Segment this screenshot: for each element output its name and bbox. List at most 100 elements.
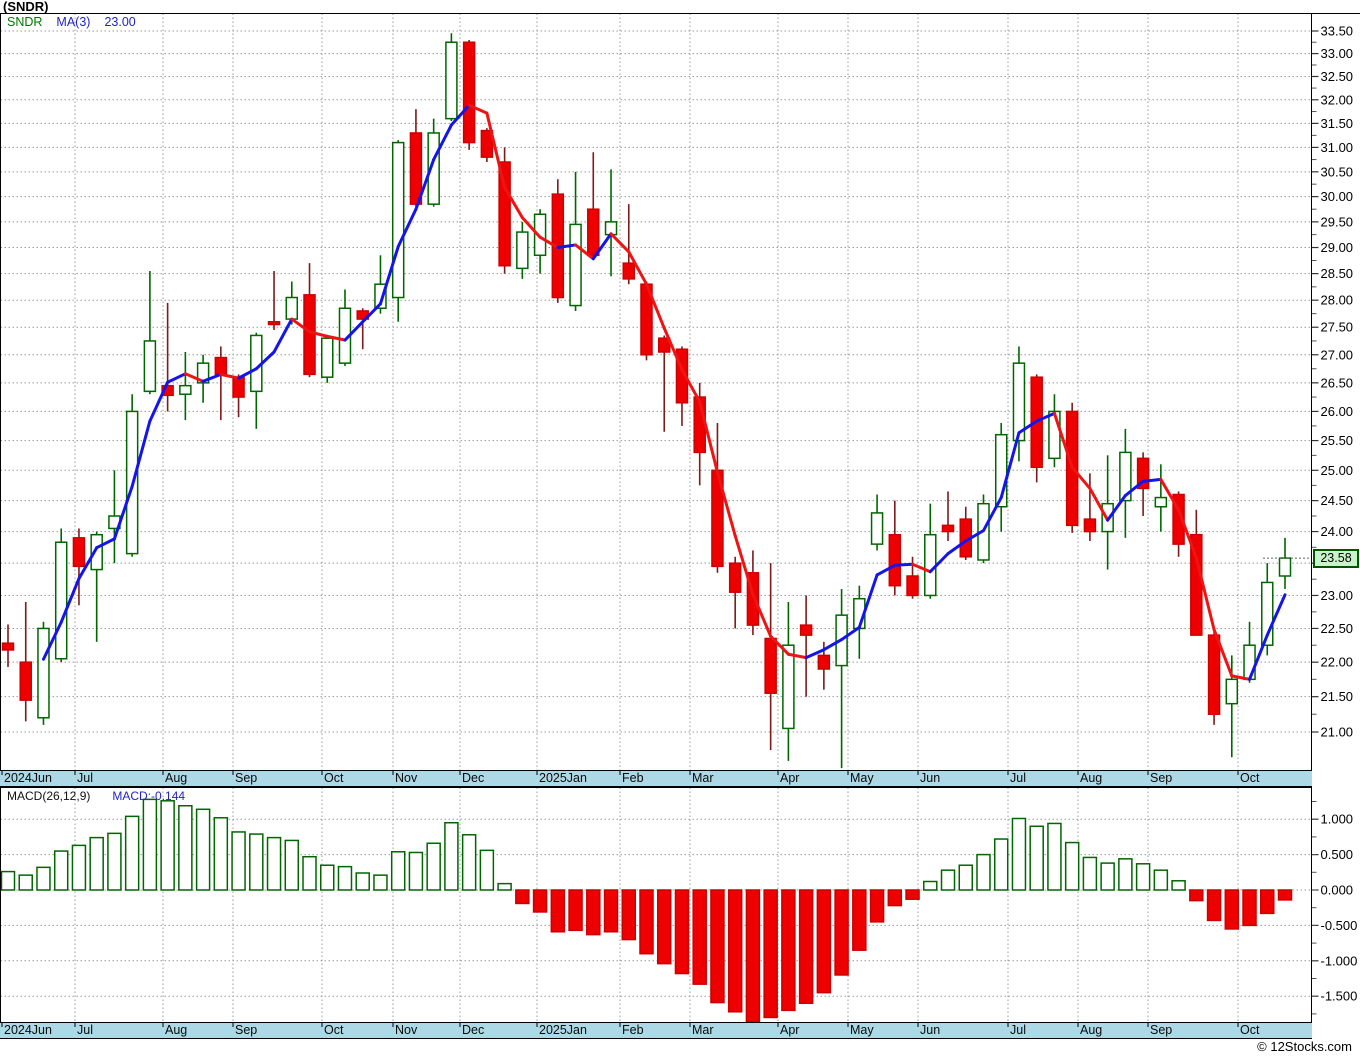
- candle-up: [143, 340, 157, 393]
- month-label: May: [850, 771, 874, 785]
- candle-down: [675, 348, 689, 404]
- ma-value: 23.00: [104, 15, 136, 29]
- ma3-line-segment: [840, 625, 861, 642]
- macd-bar-positive: [479, 849, 495, 891]
- ma3-line-segment: [981, 496, 1003, 533]
- candle-up: [1119, 451, 1132, 502]
- price-axis-label: 25.00: [1321, 463, 1354, 478]
- macd-bar-positive: [444, 821, 459, 891]
- macd-legend: MACD(26,12,9) MACD:-0.144: [7, 789, 185, 803]
- macd-bar-negative: [816, 889, 832, 994]
- macd-bar-positive: [958, 864, 973, 891]
- macd-bar-negative: [798, 889, 814, 1005]
- macd-bar-positive: [1029, 825, 1044, 891]
- macd-bar-positive: [1135, 863, 1151, 891]
- candle-down: [1207, 634, 1221, 715]
- macd-axis-label: -1.000: [1321, 953, 1358, 968]
- candle-up: [924, 533, 937, 597]
- macd-panel-border: [0, 787, 1312, 1023]
- macd-bar-positive: [1118, 858, 1133, 891]
- price-axis-label: 29.00: [1321, 240, 1354, 255]
- price-axis-label: 23.00: [1321, 588, 1354, 603]
- price-legend: SNDR MA(3) 23.00: [7, 15, 136, 29]
- candle-down: [587, 208, 600, 257]
- ma3-line-segment: [964, 529, 985, 543]
- macd-bar-positive: [107, 832, 122, 891]
- ma3-line-segment: [520, 216, 542, 239]
- month-label: Jul: [77, 771, 93, 785]
- ma3-line-segment: [112, 484, 134, 541]
- ma3-line-segment: [219, 372, 241, 380]
- macd-bar-positive: [0, 870, 16, 891]
- macd-bar-negative: [1260, 889, 1275, 915]
- candle-down: [1136, 457, 1150, 490]
- macd-bar-negative: [692, 889, 707, 985]
- candle-down: [480, 129, 494, 158]
- ma3-line-segment: [1177, 508, 1198, 560]
- ma3-line-segment: [928, 552, 950, 574]
- macd-axis-label: 0.500: [1321, 847, 1354, 862]
- candle-up: [37, 627, 50, 719]
- ma3-line-segment: [804, 648, 826, 660]
- candle-down: [303, 294, 316, 376]
- candle-down: [728, 562, 742, 593]
- month-label: May: [850, 1023, 874, 1037]
- candle-up: [54, 541, 68, 660]
- ma3-line-segment: [556, 243, 578, 250]
- ma3-line-segment: [857, 573, 879, 629]
- ma3-line-segment: [1248, 633, 1269, 681]
- candle-down: [72, 537, 86, 568]
- price-axis-label: 33.50: [1321, 24, 1354, 39]
- price-axis-label: 27.50: [1321, 320, 1354, 335]
- macd-bar-negative: [1189, 889, 1204, 902]
- ma3-line-segment: [645, 282, 666, 330]
- month-label: Jul: [1010, 771, 1026, 785]
- ma-label: MA(3): [56, 15, 91, 29]
- price-axis-label: 21.50: [1321, 689, 1354, 704]
- price-axis-label: 24.00: [1321, 524, 1354, 539]
- macd-bar-positive: [89, 836, 104, 891]
- month-label: Nov: [395, 1023, 418, 1037]
- ma3-line-segment: [1070, 465, 1092, 490]
- ma3-line-segment: [396, 207, 418, 249]
- ma3-line-segment: [680, 368, 702, 404]
- macd-axis-label: 0.000: [1321, 883, 1354, 898]
- macd-bar-positive: [497, 882, 512, 891]
- price-axis-label: 29.50: [1321, 214, 1354, 229]
- month-label: Jul: [77, 1023, 93, 1037]
- candle-up: [1012, 362, 1026, 442]
- ma3-line-segment: [733, 534, 755, 596]
- price-axis-label: 27.00: [1321, 347, 1354, 362]
- macd-bar-positive: [390, 851, 406, 891]
- ma3-line-segment: [290, 317, 312, 334]
- month-label: Jun: [920, 1023, 941, 1037]
- ma3-line-segment: [911, 562, 932, 574]
- macd-bar-positive: [231, 831, 246, 891]
- month-label: Oct: [1240, 1023, 1260, 1037]
- month-label: Jun: [920, 771, 941, 785]
- macd-bar-negative: [710, 889, 725, 1004]
- macd-bar-positive: [320, 864, 335, 891]
- macd-bar-negative: [1206, 889, 1222, 922]
- price-axis-label: 26.50: [1321, 375, 1354, 390]
- candle-down: [1172, 493, 1185, 545]
- ma3-line-segment: [503, 185, 524, 220]
- candle-up: [1243, 644, 1256, 681]
- month-label: Sep: [235, 1023, 258, 1037]
- macd-label: MACD(26,12,9): [7, 789, 91, 803]
- ma3-line-segment: [1106, 494, 1127, 522]
- candle-up: [1261, 581, 1274, 646]
- ma3-line-segment: [574, 243, 595, 261]
- ma3-line-segment: [591, 232, 613, 261]
- macd-bar-positive: [249, 833, 264, 891]
- month-label: 2024Jun: [4, 771, 52, 785]
- month-label: Dec: [462, 771, 485, 785]
- ma3-line-segment: [786, 652, 808, 660]
- ma3-line-segment: [95, 537, 116, 550]
- ma3-line-segment: [308, 330, 329, 338]
- macd-axis-label: 1.000: [1321, 812, 1354, 827]
- macd-bar-positive: [461, 834, 477, 891]
- macd-bar-positive: [1153, 869, 1169, 891]
- ma3-line-segment: [130, 419, 152, 488]
- candle-up: [1154, 496, 1168, 508]
